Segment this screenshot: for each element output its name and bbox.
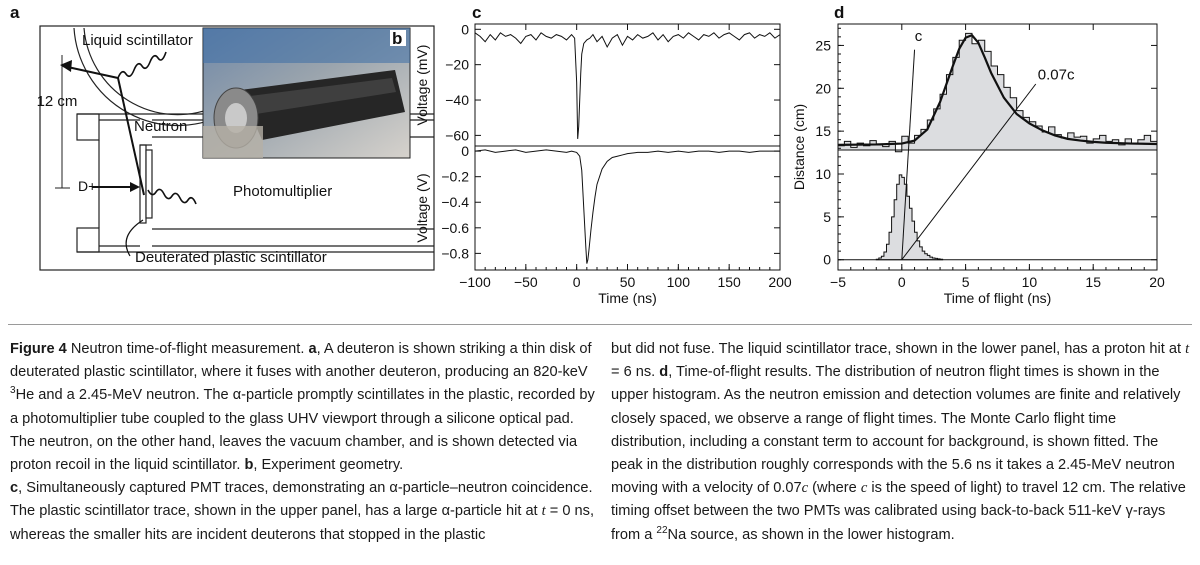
c-xtick-label: 100 <box>667 274 691 290</box>
experiment-diagram: Liquid scintillator 12 cm Neutron D+ Pho… <box>37 25 435 271</box>
c-upper-ytick-label: −60 <box>445 127 469 143</box>
d-ytick-label: 10 <box>815 166 831 182</box>
c-lower-ytick-label: −0.6 <box>441 220 469 236</box>
deuteron-arrowhead <box>130 182 140 192</box>
c-upper-ytick-label: 0 <box>461 21 469 37</box>
d-ytick-label: 0 <box>823 252 831 268</box>
d-line-c-label: c <box>915 28 923 45</box>
d-xtick-label: 20 <box>1149 274 1165 290</box>
liquid-scintillator-arc <box>73 27 230 127</box>
d-upper-histogram <box>837 32 1158 153</box>
chamber-flange-bottom <box>76 227 100 253</box>
c-lower-ytick-label: −0.2 <box>441 169 469 185</box>
d-xtick-label: 10 <box>1022 274 1038 290</box>
d-ytick-label: 15 <box>815 123 831 139</box>
c-upper-ytick-label: −40 <box>445 92 469 108</box>
d-xtick-label: 15 <box>1085 274 1101 290</box>
neutron-arrowhead <box>60 60 72 72</box>
scintillation-photon-upper <box>117 51 167 79</box>
experiment-photo <box>202 27 411 159</box>
diagram-frame <box>39 25 435 271</box>
c-lower-ytick-label: 0 <box>461 143 469 159</box>
c-lower-ytick-label: −0.4 <box>441 194 469 210</box>
c-lower-ytick-label: −0.8 <box>441 245 469 261</box>
c-xtick-label: 200 <box>768 274 792 290</box>
c-xtick-label: −100 <box>459 274 491 290</box>
d-ylabel: Distance (cm) <box>791 104 807 190</box>
figure-separator <box>8 324 1192 325</box>
d-line-007c-label: 0.07c <box>1038 67 1075 84</box>
panel-letter-c: c <box>472 3 482 22</box>
c-upper-ylabel: Voltage (mV) <box>414 45 430 126</box>
caption-paragraph-2: c, Simultaneously captured PMT traces, d… <box>10 480 595 543</box>
c-upper-frame <box>474 23 781 147</box>
figure-label: Figure 4 <box>10 341 67 357</box>
deuteron-label: D+ <box>78 178 96 194</box>
c-upper-trace <box>474 32 781 139</box>
caption-paragraph-3: but did not fuse. The liquid scintillato… <box>611 341 1190 543</box>
neutron-path <box>62 65 145 196</box>
photomultiplier-label: Photomultiplier <box>233 183 332 200</box>
c-xtick-label: 50 <box>620 274 636 290</box>
d-ytick-label: 20 <box>815 80 831 96</box>
distance-label: 12 cm <box>37 93 78 110</box>
d-ytick-label: 5 <box>823 209 831 225</box>
d-frame <box>837 23 1158 271</box>
chart-c-pmt-traces: 0−20−40−600−0.2−0.4−0.6−0.8−100 −50 0 50 100… <box>414 21 792 306</box>
d-xlabel: Time of flight (ns) <box>944 290 1052 306</box>
c-upper-ytick-label: −20 <box>445 57 469 73</box>
caption-left: Figure 4 Neutron time-of-flight measurem… <box>10 338 595 547</box>
d-fit-curve <box>837 33 1158 146</box>
c-xlabel: Time (ns) <box>598 290 657 306</box>
liquid-scintillator-label: Liquid scintillator <box>82 32 193 49</box>
c-xtick-label: 150 <box>717 274 741 290</box>
d-xtick-label: 5 <box>962 274 970 290</box>
panel-letter-d: d <box>834 3 845 22</box>
d-xtick-label: 0 <box>898 274 906 290</box>
d-lower-histogram <box>875 174 944 261</box>
c-xtick-label: 0 <box>573 274 581 290</box>
c-lower-frame <box>474 145 781 271</box>
panel-letter-a: a <box>10 3 20 22</box>
caption-right: but did not fuse. The liquid scintillato… <box>611 338 1193 547</box>
d-line-007c <box>901 83 1037 261</box>
scintillation-photon-lower <box>147 188 197 205</box>
neutron-label: Neutron <box>134 118 187 135</box>
chamber-flange-top <box>76 113 100 141</box>
d-ytick-label: 25 <box>815 37 831 53</box>
panel-letter-b: b <box>392 29 402 48</box>
deuterated-scintillator-label: Deuterated plastic scintillator <box>135 249 327 266</box>
c-xtick-label: −50 <box>514 274 538 290</box>
caption-paragraph-1: Figure 4 Neutron time-of-flight measurem… <box>10 341 595 474</box>
c-lower-ylabel: Voltage (V) <box>414 173 430 242</box>
chart-d-time-of-flight: c 0.07c −5 0 5 10 15 20 0 5 10 15 20 25 Time of flight… <box>791 23 1165 306</box>
d-xtick-label: −5 <box>830 274 846 290</box>
d-line-c <box>901 49 916 260</box>
c-lower-trace <box>474 149 780 264</box>
